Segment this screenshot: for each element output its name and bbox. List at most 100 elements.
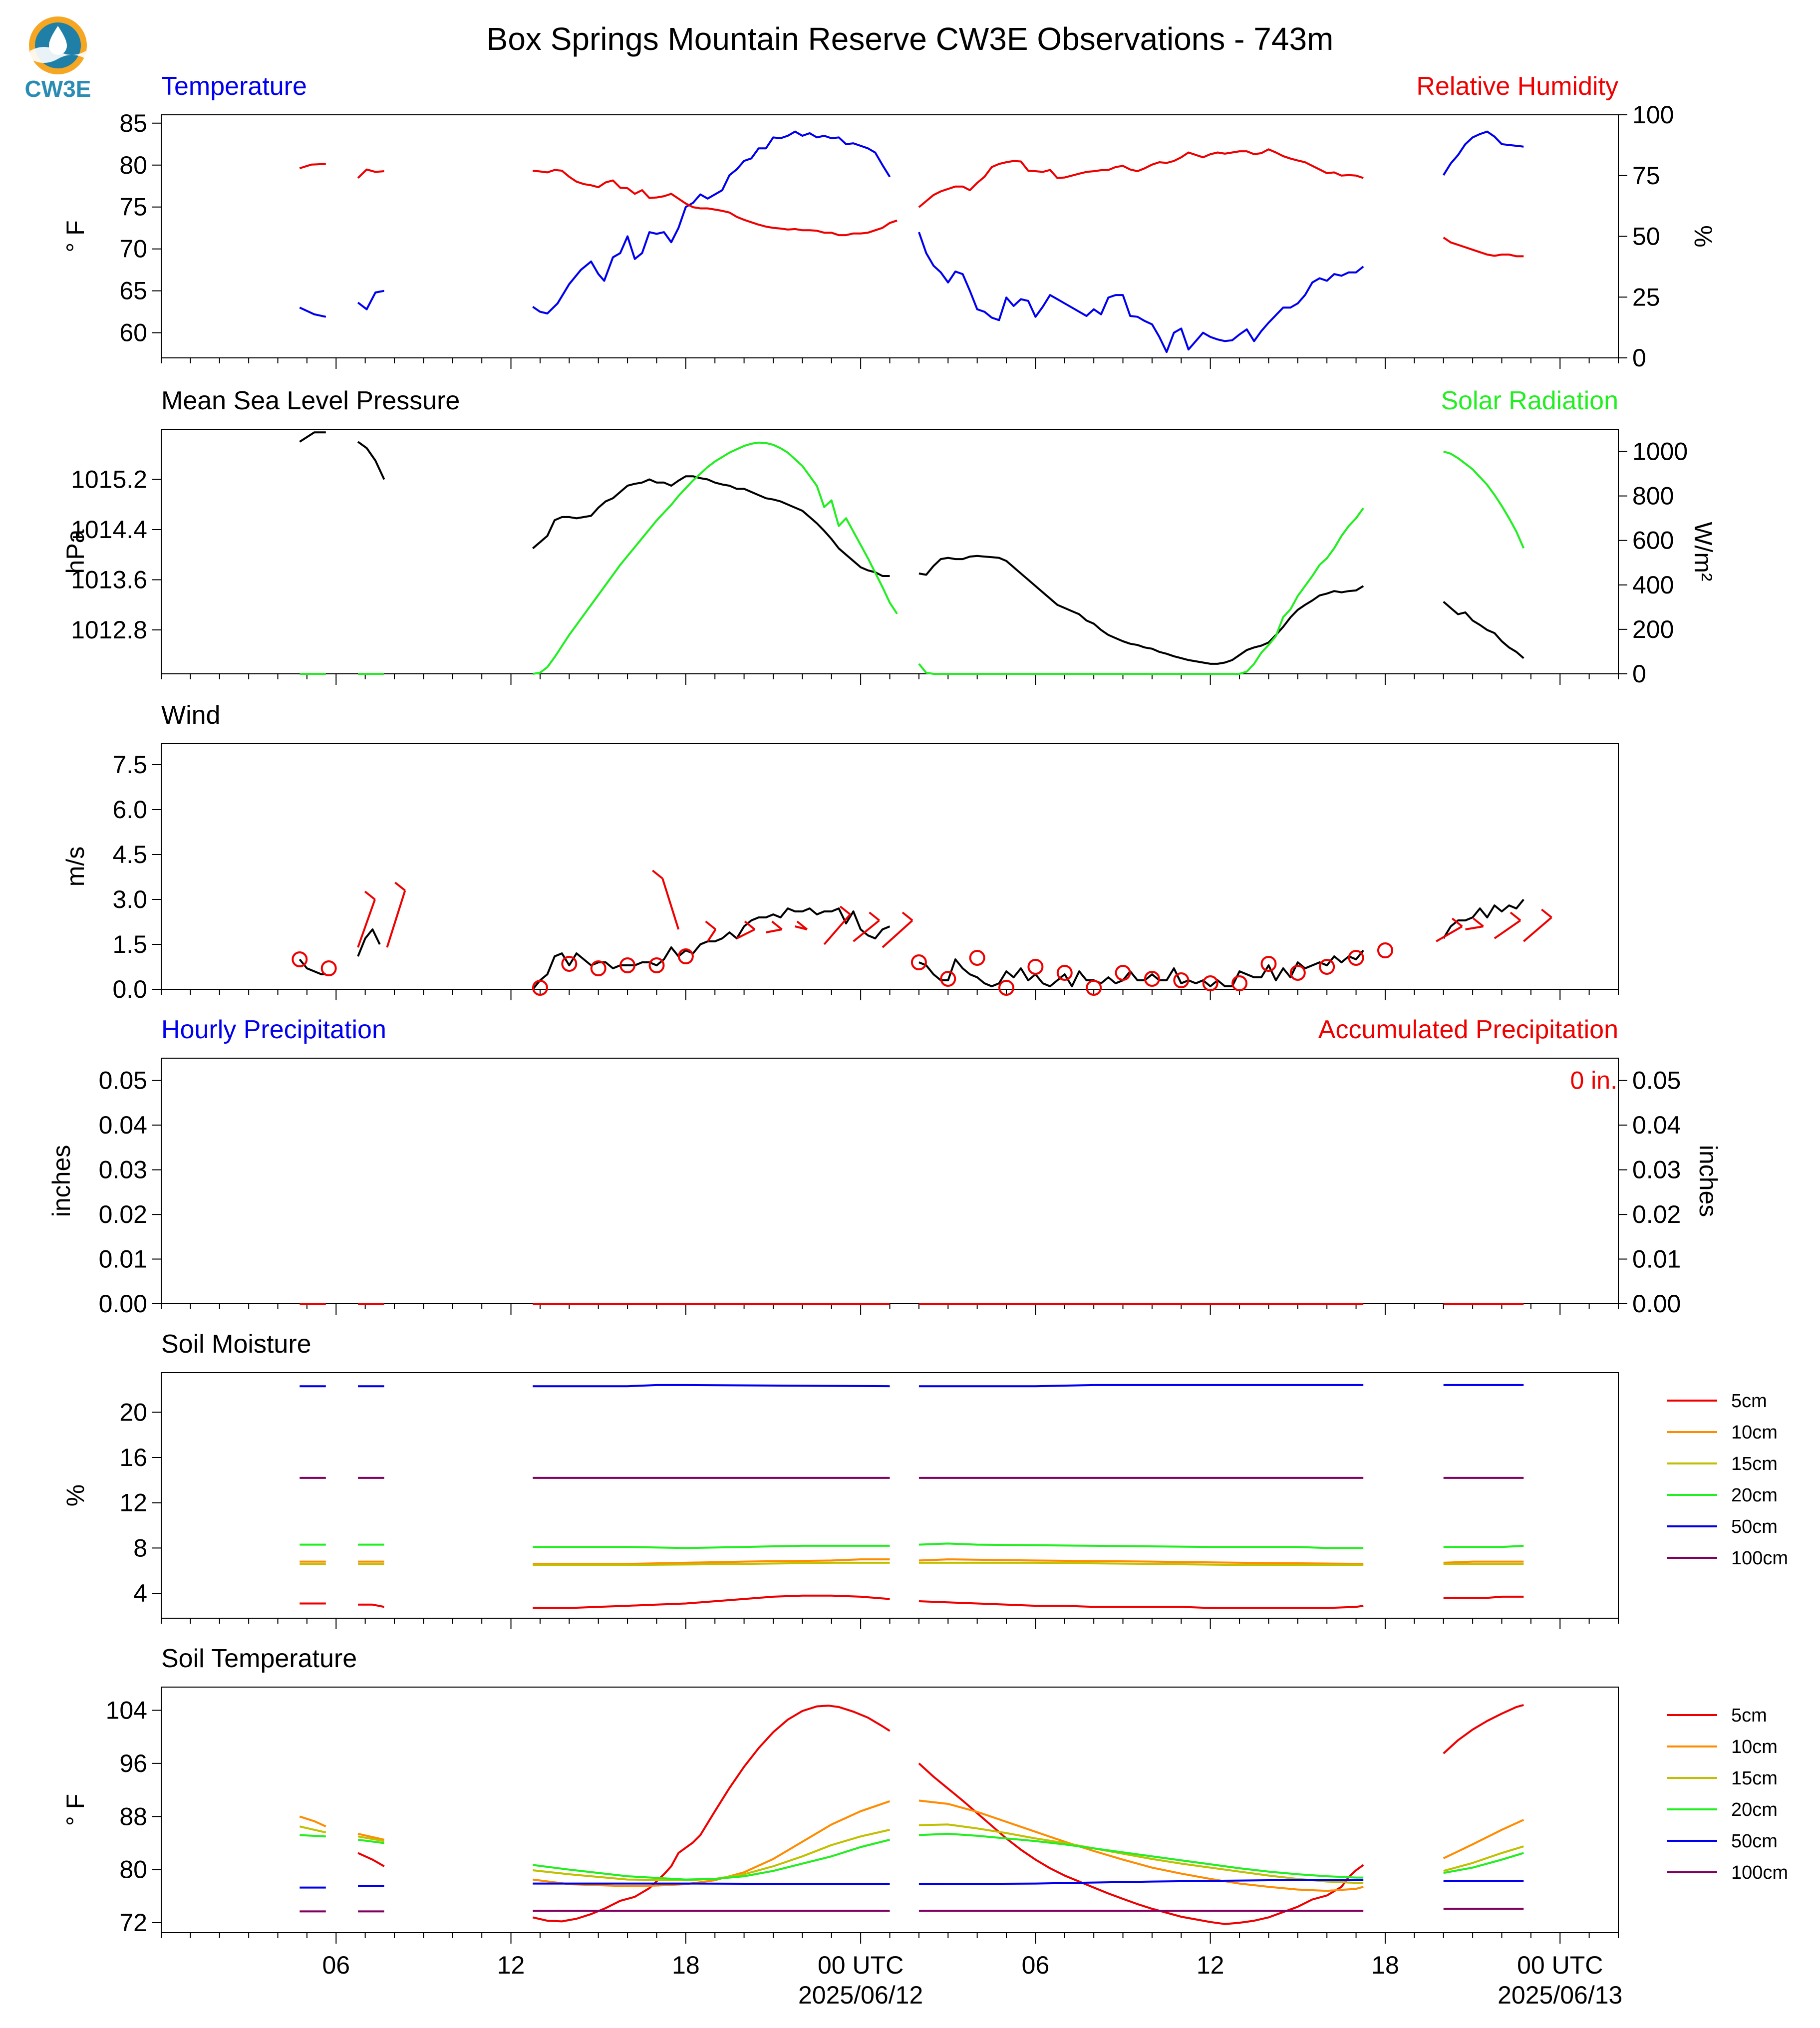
y-tick-label: 72 (119, 1909, 147, 1937)
y-tick-label: 6.0 (112, 796, 147, 824)
series-line-sm20 (918, 1542, 1364, 1549)
wind-barb-flag (839, 905, 851, 915)
legend-label: 100cm (1731, 1862, 1788, 1883)
y-tick-label: 80 (119, 1856, 147, 1884)
y-tick-label: 1015.2 (71, 466, 147, 494)
series-line-sm10 (1443, 1560, 1524, 1564)
legend-label: 50cm (1731, 1831, 1778, 1852)
series-line-st20 (300, 1834, 326, 1838)
series-line-st20 (918, 1832, 1364, 1879)
y-right-axis-label: inches (1694, 1145, 1722, 1217)
panel-5: Soil Moisture 4 8 12 16 20% 5cm 10cm 15cm 20cm 50c… (61, 1330, 1788, 1629)
figure-title: Box Springs Mountain Reserve CW3E Observ… (487, 21, 1334, 57)
y-right-tick-label: 75 (1632, 162, 1660, 190)
x-tick-label: 18 (672, 1951, 700, 1979)
series-line-solar (918, 507, 1364, 675)
wind-barb (1522, 916, 1552, 942)
calm-wind-circle (1144, 971, 1160, 987)
series-line-sm15 (533, 1561, 890, 1566)
y-tick-label: 60 (119, 319, 147, 347)
calm-wind-circle (648, 957, 665, 973)
panel-title-left: Hourly Precipitation (161, 1015, 386, 1044)
y-axis-label: ° F (61, 1794, 89, 1826)
panel-4: Hourly Precipitation Accumulated Precipit… (47, 1015, 1722, 1318)
series-line-sm5 (533, 1594, 890, 1609)
series-line-sm5 (358, 1603, 384, 1608)
calm-wind-circle (940, 971, 956, 987)
wind-barb-flag (364, 890, 376, 900)
y-right-tick-label: 0.02 (1632, 1200, 1681, 1228)
logo-text: CW3E (25, 76, 91, 102)
panel-title-right: Relative Humidity (1416, 72, 1618, 101)
y-right-tick-label: 0.01 (1632, 1245, 1681, 1273)
wind-barb-flag (869, 911, 880, 921)
y-tick-label: 0.00 (99, 1290, 147, 1318)
y-right-tick-label: 100 (1632, 101, 1674, 129)
y-right-tick-label: 1000 (1632, 438, 1688, 466)
series-line-pressure (1443, 600, 1524, 659)
wind-barb (1465, 925, 1484, 930)
series-line-st10 (1443, 1819, 1524, 1859)
panel-frame (161, 743, 1619, 990)
y-tick-label: 1012.8 (71, 616, 147, 644)
y-right-axis-label: % (1689, 225, 1717, 247)
y-right-tick-label: 0.00 (1632, 1290, 1681, 1318)
y-right-tick-label: 50 (1632, 223, 1660, 251)
y-tick-label: 1013.6 (71, 566, 147, 594)
y-axis-label: m/s (61, 847, 89, 887)
y-tick-label: 80 (119, 151, 147, 179)
calm-wind-circle (1027, 959, 1044, 975)
y-tick-label: 4.5 (112, 841, 147, 869)
series-line-humidity (357, 168, 384, 179)
y-tick-label: 12 (119, 1489, 147, 1517)
y-tick-label: 85 (119, 109, 147, 137)
series-line-humidity (1443, 237, 1524, 258)
panel-2: Mean Sea Level Pressure Solar Radiation 10… (61, 386, 1717, 688)
y-right-tick-label: 400 (1632, 571, 1674, 599)
legend-label: 5cm (1731, 1705, 1767, 1726)
y-tick-label: 75 (119, 193, 147, 221)
y-axis-label: hPa (61, 529, 89, 574)
wind-barb (386, 890, 406, 948)
series-line-st5 (918, 1762, 1364, 1925)
cw3e-logo: CW3E (25, 16, 91, 102)
y-tick-label: 0.05 (99, 1067, 147, 1095)
y-tick-label: 104 (106, 1697, 147, 1725)
panel-title-right: Solar Radiation (1441, 386, 1618, 415)
panel-3: Wind 0.0 1.5 3.0 4.5 6.0 7.5 m/s (61, 701, 1619, 1003)
calm-wind-circle (532, 980, 548, 996)
calm-wind-circle (910, 954, 927, 970)
series-line-st5 (357, 1852, 385, 1867)
wind-barb-flag (1473, 917, 1484, 927)
y-tick-label: 8 (133, 1534, 147, 1562)
legend-label: 20cm (1731, 1485, 1778, 1506)
y-right-tick-label: 0 (1632, 660, 1646, 688)
y-tick-label: 0.01 (99, 1245, 147, 1273)
series-line-st15 (1443, 1845, 1524, 1872)
series-line-st20 (357, 1838, 384, 1844)
series-line-temperature (299, 306, 326, 318)
wind-barb-flag (796, 920, 808, 930)
x-tick-label: 18 (1371, 1951, 1399, 1979)
y-right-tick-label: 800 (1632, 482, 1674, 510)
series-line-st10 (918, 1799, 1364, 1892)
y-tick-label: 4 (133, 1579, 147, 1607)
calm-wind-circle (292, 951, 308, 967)
wind-barb (706, 928, 717, 942)
y-tick-label: 70 (119, 235, 147, 263)
wind-barb-flag (771, 920, 783, 930)
series-line-st5 (532, 1705, 891, 1923)
y-right-tick-label: 25 (1632, 283, 1660, 311)
y-axis-label: inches (47, 1145, 75, 1217)
wind-barb (823, 913, 851, 945)
calm-wind-circle (1202, 975, 1218, 991)
series-line-temperature (1443, 130, 1524, 176)
series-line-st20 (1443, 1852, 1524, 1874)
panel-frame (161, 429, 1619, 674)
series-line-st5 (1443, 1704, 1524, 1754)
y-right-axis-label: W/m² (1689, 522, 1717, 581)
panel-title-right: Accumulated Precipitation (1318, 1015, 1618, 1044)
y-tick-label: 65 (119, 277, 147, 305)
series-line-pressure (918, 555, 1364, 665)
